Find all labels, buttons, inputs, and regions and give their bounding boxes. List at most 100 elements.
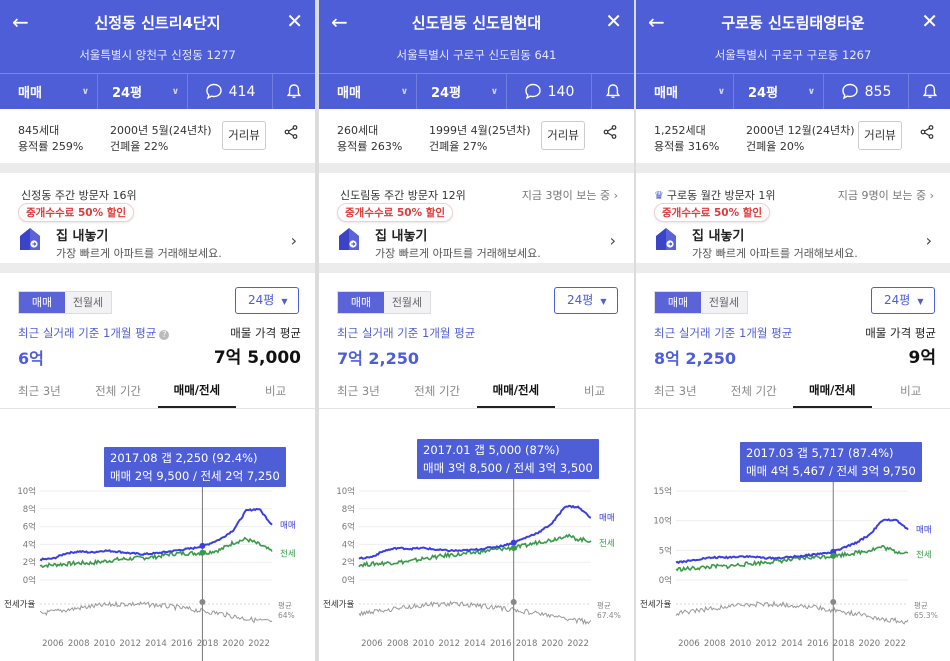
share-icon[interactable] [284, 125, 298, 139]
tab-2[interactable]: 매매/전세 [793, 373, 872, 408]
size-select[interactable]: 24평 ▼ [871, 287, 935, 314]
segment-sale[interactable]: 매매 [19, 292, 65, 313]
chevron-right-icon: › [925, 231, 932, 250]
x-tick-label: 2006 [678, 639, 700, 649]
chevron-down-icon: ∨ [717, 86, 725, 97]
x-tick-label: 2014 [464, 639, 486, 649]
ratio-avg-label: 평균 [597, 600, 611, 610]
x-tick-label: 2010 [94, 639, 116, 649]
share-icon[interactable] [920, 125, 934, 139]
comments-button[interactable]: 855 [824, 73, 909, 110]
list-home-banner[interactable]: 중개수수료 50% 할인 집 내놓기 가장 빠르게 아파트를 거래해보세요. › [636, 201, 950, 263]
tab-1[interactable]: 전체 기간 [730, 384, 777, 398]
comments-button[interactable]: 414 [188, 73, 273, 110]
chevron-down-icon: ∨ [400, 86, 408, 97]
building-coverage: 건폐율 27% [429, 140, 488, 153]
apartment-title: 구로동 신도림태영타운 [721, 14, 865, 32]
ratio-label: 전세가율 [323, 599, 354, 610]
x-tick-label: 2006 [42, 639, 64, 649]
alarm-button[interactable] [909, 74, 950, 110]
series-sale-line [675, 518, 909, 565]
address: 서울특별시 구로구 구로동 1267 [714, 48, 872, 62]
x-tick-label: 2012 [755, 639, 777, 649]
ratio-line [39, 600, 273, 624]
x-tick-label: 2012 [438, 639, 460, 649]
trade-type-label: 매매 [654, 86, 678, 101]
tab-0[interactable]: 최근 3년 [337, 384, 380, 398]
series-jeonse-line [358, 533, 592, 568]
viewers-now[interactable]: 지금 9명이 보는 중 › [837, 189, 934, 202]
building-coverage: 건폐율 20% [746, 140, 805, 153]
house-icon [339, 228, 359, 250]
trade-type-dropdown[interactable]: 매매 ∨ [319, 73, 417, 110]
period-tabs: 최근 3년 전체 기간 매매/전세 비교 [319, 373, 634, 409]
ratio-line [675, 600, 909, 625]
size-dropdown[interactable]: 24평 ∨ [98, 73, 188, 110]
divider [319, 163, 634, 173]
trade-type-dropdown[interactable]: 매매 ∨ [636, 73, 734, 110]
x-tick-label: 2010 [413, 639, 435, 649]
visitor-rank-row: ♛ 구로동 월간 방문자 1위 지금 9명이 보는 중 › [636, 173, 950, 202]
size-dropdown[interactable]: 24평 ∨ [417, 73, 507, 110]
close-icon[interactable]: ✕ [605, 9, 622, 33]
back-arrow-icon[interactable]: ← [331, 10, 348, 34]
tab-2[interactable]: 매매/전세 [476, 373, 556, 408]
promo-tag: 중개수수료 50% 할인 [337, 203, 454, 222]
segment-rent[interactable]: 전월세 [708, 296, 740, 309]
tab-3[interactable]: 비교 [265, 384, 287, 398]
size-label: 24평 [748, 86, 779, 101]
divider [636, 163, 950, 173]
floor-area-ratio: 용적률 263% [337, 140, 403, 153]
back-arrow-icon[interactable]: ← [12, 10, 29, 34]
y-tick-label: 8억 [23, 504, 36, 515]
segment-sale[interactable]: 매매 [655, 292, 701, 313]
comments-button[interactable]: 140 [507, 73, 592, 110]
y-tick-label: 4억 [23, 539, 36, 550]
comment-count: 855 [864, 83, 892, 100]
promo-title: 집 내놓기 [56, 229, 109, 244]
tab-3[interactable]: 비교 [584, 384, 606, 398]
list-home-banner[interactable]: 중개수수료 50% 할인 집 내놓기 가장 빠르게 아파트를 거래해보세요. › [0, 201, 315, 263]
trade-type-dropdown[interactable]: 매매 ∨ [0, 73, 98, 110]
chart-tooltip: 2017.01 갭 5,000 (87%) 매매 3억 8,500 / 전세 3… [417, 439, 599, 479]
tooltip-line-1: 2017.01 갭 5,000 (87%) [423, 443, 560, 457]
promo-subtitle: 가장 빠르게 아파트를 거래해보세요. [56, 247, 222, 260]
listing-avg-value: 7억 5,000 [213, 348, 301, 368]
tab-2[interactable]: 매매/전세 [157, 373, 237, 408]
close-icon[interactable]: ✕ [286, 9, 303, 33]
segment-sale[interactable]: 매매 [338, 292, 384, 313]
promo-tag: 중개수수료 50% 할인 [654, 203, 771, 222]
series-jeonse-line [39, 536, 273, 569]
tab-3[interactable]: 비교 [900, 384, 922, 398]
size-dropdown[interactable]: 24평 ∨ [734, 73, 824, 110]
house-icon [656, 228, 676, 250]
help-icon[interactable]: ? [159, 330, 170, 340]
street-view-button[interactable]: 거리뷰 [222, 121, 266, 150]
street-view-button[interactable]: 거리뷰 [541, 121, 585, 150]
close-icon[interactable]: ✕ [921, 9, 938, 33]
recent-avg-value: 6억 [18, 349, 44, 368]
ratio-marker-dot [510, 599, 517, 605]
tab-1[interactable]: 전체 기간 [414, 384, 461, 398]
chevron-right-icon: › [609, 231, 616, 250]
size-select[interactable]: 24평 ▼ [554, 287, 618, 314]
back-arrow-icon[interactable]: ← [648, 10, 665, 34]
price-summary: 매매 전월세 24평 ▼ 최근 실거래 기준 1개월 평균 8억 2,250 매물… [636, 273, 950, 373]
segment-rent[interactable]: 전월세 [391, 296, 423, 309]
street-view-button[interactable]: 거리뷰 [858, 121, 902, 150]
alarm-button[interactable] [592, 74, 634, 110]
alarm-button[interactable] [273, 74, 315, 110]
share-icon[interactable] [603, 125, 617, 139]
y-tick-label: 15억 [653, 486, 672, 497]
viewers-now[interactable]: 지금 3명이 보는 중 › [521, 189, 618, 202]
size-select[interactable]: 24평 ▼ [235, 287, 299, 314]
tab-0[interactable]: 최근 3년 [653, 384, 697, 398]
tab-0[interactable]: 최근 3년 [18, 384, 61, 398]
segment-rent[interactable]: 전월세 [72, 296, 104, 309]
series-jeonse-label: 전세 [916, 550, 932, 561]
x-tick-label: 2010 [730, 639, 752, 649]
tab-1[interactable]: 전체 기간 [95, 384, 142, 398]
list-home-banner[interactable]: 중개수수료 50% 할인 집 내놓기 가장 빠르게 아파트를 거래해보세요. › [319, 201, 634, 263]
